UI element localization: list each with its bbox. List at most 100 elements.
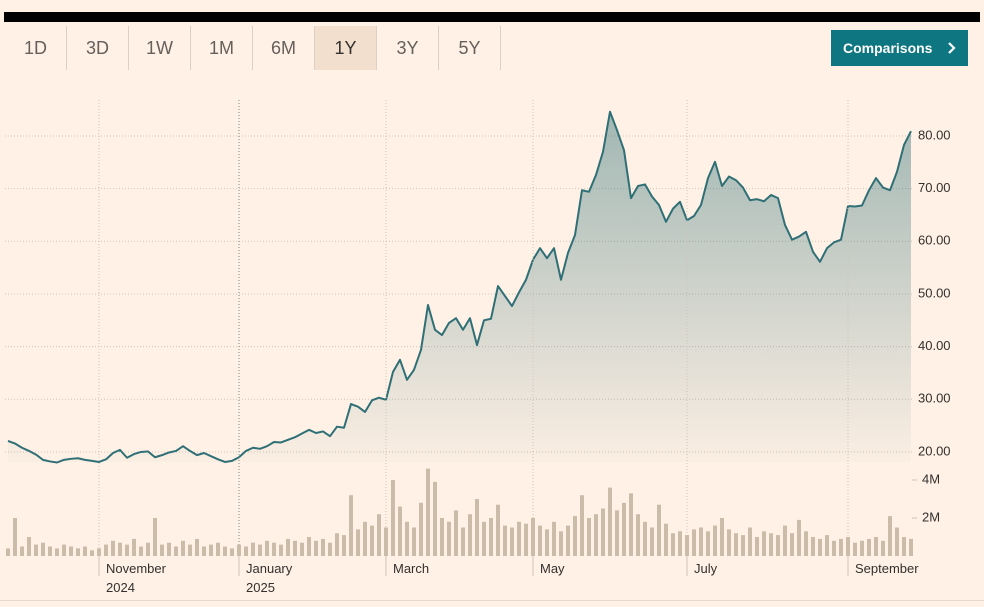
volume-bar [489,518,493,556]
range-tab[interactable]: 3D [67,26,129,70]
volume-bar [839,538,843,556]
volume-bar [755,537,759,556]
volume-bar [685,535,689,556]
volume-bar [510,527,514,556]
y-tick-label: 2M [922,509,940,524]
volume-bar [860,540,864,556]
volume-bar [461,527,465,556]
volume-bar [111,540,115,556]
volume-bar [902,537,906,556]
volume-bar [636,514,640,556]
volume-bar [419,502,423,556]
volume-bar [671,533,675,556]
volume-bar [874,537,878,556]
volume-bar [188,544,192,556]
volume-bar [909,538,913,556]
volume-bar [132,538,136,556]
x-tick-label: July [694,561,718,576]
volume-bar [223,546,227,556]
volume-bar [286,538,290,556]
volume-bar [657,504,661,556]
volume-bar [454,510,458,556]
volume-bar [356,529,360,556]
y-tick-label: 80.00 [918,127,951,142]
volume-bar [153,518,157,556]
volume-bar [27,537,31,556]
range-tab[interactable]: 1D [5,26,67,70]
volume-bar [426,468,430,556]
volume-bar [566,525,570,556]
volume-bar [741,535,745,556]
top-bar [4,12,980,22]
y-tick-label: 60.00 [918,233,951,248]
volume-bar [349,495,353,556]
volume-bar [83,546,87,556]
volume-bar [97,548,101,556]
volume-bar [139,546,143,556]
x-tick-label: January 2025 [246,561,293,595]
volume-bar [447,521,451,556]
range-tab[interactable]: 1W [129,26,191,70]
volume-bar [384,527,388,556]
volume-bar [524,523,528,556]
volume-bar [363,521,367,556]
volume-bar [41,542,45,556]
bottom-border [0,600,984,601]
volume-bar [181,540,185,556]
volume-bar [307,537,311,556]
chevron-icon [948,42,956,54]
volume-bar [104,544,108,556]
volume-bar [762,531,766,556]
volume-bar [398,506,402,556]
x-tick-label: May [540,561,565,576]
volume-bar [748,527,752,556]
volume-bar [69,546,73,556]
x-tick-label: November 2024 [106,561,166,595]
volume-bar [545,529,549,556]
volume-bar [48,546,52,556]
volume-bar [118,542,122,556]
volume-bar [328,542,332,556]
volume-bar [832,540,836,556]
volume-bar [825,535,829,556]
volume-bar [503,525,507,556]
volume-bar [391,480,395,556]
volume-bar [783,525,787,556]
comparisons-button[interactable]: Comparisons [831,30,968,66]
volume-bar [13,518,17,556]
volume-bar [433,481,437,556]
range-tab[interactable]: 3Y [377,26,439,70]
volume-bar [62,544,66,556]
volume-bar [804,531,808,556]
range-tab[interactable]: 5Y [439,26,501,70]
volume-bar [517,521,521,556]
volume-bar [881,540,885,556]
volume-bar [258,544,262,556]
range-tab[interactable]: 1M [191,26,253,70]
volume-bar [608,487,612,556]
volume-bar [769,533,773,556]
y-tick-label: 30.00 [918,391,951,406]
volume-bar [482,521,486,556]
volume-bar [216,542,220,556]
range-tab[interactable]: 1Y [315,26,377,70]
volume-bar [496,504,500,556]
volume-bar [440,518,444,556]
volume-bar [342,535,346,556]
volume-bar [664,523,668,556]
volume-bar [531,518,535,556]
volume-bar [734,533,738,556]
volume-bar [587,518,591,556]
volume-bar [230,548,234,556]
volume-bar [90,550,94,556]
volume-bar [699,527,703,556]
volume-bar [202,546,206,556]
volume-bar [601,508,605,556]
volume-bar [713,525,717,556]
volume-bar [552,521,556,556]
volume-bar [853,542,857,556]
range-tab[interactable]: 6M [253,26,315,70]
volume-bar [125,544,129,556]
